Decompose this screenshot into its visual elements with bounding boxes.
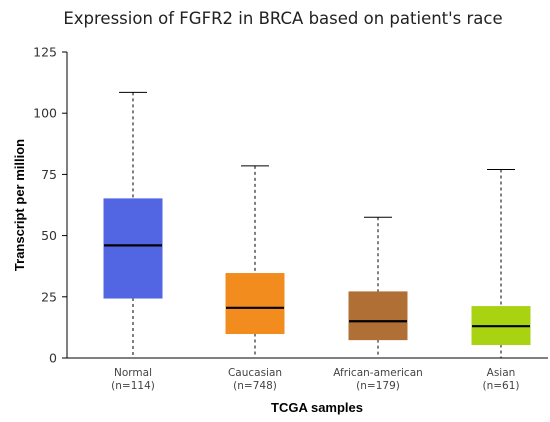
- y-tick-label: 75: [41, 167, 57, 182]
- y-axis-title: Transcript per million: [12, 139, 27, 271]
- y-tick-label: 25: [41, 289, 57, 304]
- category-label: Asian: [487, 367, 516, 379]
- chart-title: Expression of FGFR2 in BRCA based on pat…: [63, 9, 502, 28]
- iqr-box: [225, 273, 285, 335]
- iqr-box: [103, 198, 163, 299]
- y-tick-label: 125: [33, 45, 57, 60]
- x-axis-title: TCGA samples: [271, 400, 363, 415]
- x-category-labels: Normal(n=114) Caucasian(n=748) African-ame…: [111, 367, 519, 392]
- category-count-label: (n=114): [111, 380, 155, 392]
- category-label: Normal: [114, 367, 152, 379]
- box-normal: [103, 91, 163, 359]
- box-series: [103, 91, 531, 359]
- category-label: Caucasian: [228, 367, 282, 379]
- y-tick-label: 0: [49, 351, 57, 366]
- category-count-label: (n=61): [482, 380, 519, 392]
- y-tick-label: 50: [41, 228, 57, 243]
- category-count-label: (n=748): [233, 380, 277, 392]
- y-tick-label: 100: [33, 106, 57, 121]
- iqr-box: [348, 291, 408, 341]
- category-count-label: (n=179): [356, 380, 400, 392]
- box-african-american: [348, 216, 408, 359]
- box-asian: [471, 169, 531, 359]
- y-ticks: 0 25 50 75 100 125: [33, 45, 67, 366]
- category-label: African-american: [333, 367, 423, 379]
- box-caucasian: [225, 165, 285, 359]
